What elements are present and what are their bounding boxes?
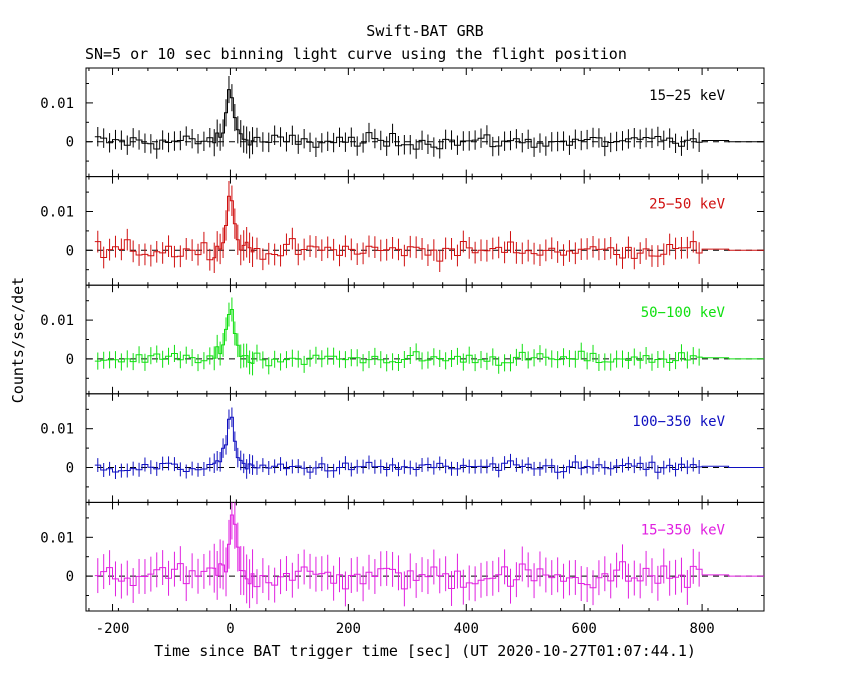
- band-label: 15−350 keV: [641, 522, 726, 538]
- y-tick-label: 0.01: [40, 205, 74, 221]
- panel-frame: [85, 176, 765, 286]
- panel-frame: [85, 67, 765, 178]
- x-tick-label: -200: [96, 621, 130, 637]
- panel-15-25-kev: 0 0.01 15−25 keV: [40, 67, 765, 178]
- panel-100-350-kev: 0 0.01 100−350 keV: [40, 393, 765, 503]
- light-curve-series: [94, 309, 764, 367]
- error-bars: [97, 76, 700, 159]
- x-tick-label: 200: [336, 621, 361, 637]
- y-tick-label: 0: [66, 460, 74, 476]
- y-tick-label: 0: [66, 243, 74, 259]
- error-bars: [97, 502, 700, 609]
- panel-25-50-kev: 0 0.01 25−50 keV: [40, 176, 765, 286]
- light-curve-series: [94, 89, 764, 150]
- band-label: 15−25 keV: [649, 88, 725, 104]
- light-curve-series: [94, 195, 764, 262]
- chart-subtitle: SN=5 or 10 sec binning light curve using…: [85, 45, 627, 63]
- band-label: 25−50 keV: [649, 197, 725, 213]
- y-tick-label: 0.01: [40, 313, 74, 329]
- x-axis-label: Time since BAT trigger time [sec] (UT 20…: [154, 642, 696, 660]
- band-label: 50−100 keV: [641, 305, 726, 321]
- x-tick-label: 600: [572, 621, 597, 637]
- panel-frame: [85, 393, 765, 503]
- x-tick-label: 0: [226, 621, 234, 637]
- x-tick-labels: -200 0 200 400 600 800: [96, 621, 715, 637]
- panel-50-100-kev: 0 0.01 50−100 keV: [40, 284, 765, 395]
- chart-title: Swift-BAT GRB: [366, 22, 483, 40]
- y-tick-label: 0: [66, 135, 74, 151]
- error-bars: [97, 181, 700, 274]
- y-tick-label: 0: [66, 569, 74, 585]
- panel-frame: [85, 284, 765, 395]
- y-tick-label: 0: [66, 352, 74, 368]
- y-tick-label: 0.01: [40, 96, 74, 112]
- panel-frame: [85, 501, 765, 612]
- y-axis-label: Counts/sec/det: [9, 277, 27, 403]
- x-tick-label: 400: [454, 621, 479, 637]
- error-bars: [97, 297, 700, 376]
- panel-15-350-kev: 0 0.01 15−350 keV: [40, 501, 765, 612]
- y-tick-label: 0.01: [40, 422, 74, 438]
- y-tick-label: 0.01: [40, 530, 74, 546]
- x-tick-label: 800: [689, 621, 714, 637]
- light-curve-series: [94, 514, 764, 590]
- band-label: 100−350 keV: [632, 414, 725, 430]
- light-curve-series: [94, 416, 764, 473]
- panels-group: 0 0.01 15−25 keV 0 0.01 25−50 keV 0 0.01 50−100 …: [40, 67, 765, 637]
